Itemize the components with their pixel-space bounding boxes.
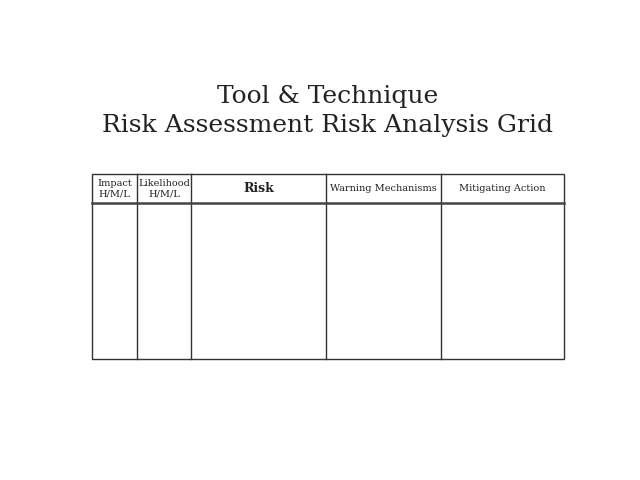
Text: Likelihood
H/M/L: Likelihood H/M/L <box>138 179 190 198</box>
Bar <box>92 174 564 359</box>
Text: Mitigating Action: Mitigating Action <box>459 184 545 193</box>
Text: Impact
H/M/L: Impact H/M/L <box>97 179 132 198</box>
Text: Risk: Risk <box>243 182 274 195</box>
Text: Warning Mechanisms: Warning Mechanisms <box>330 184 436 193</box>
Text: Tool & Technique
Risk Assessment Risk Analysis Grid: Tool & Technique Risk Assessment Risk An… <box>102 85 554 137</box>
